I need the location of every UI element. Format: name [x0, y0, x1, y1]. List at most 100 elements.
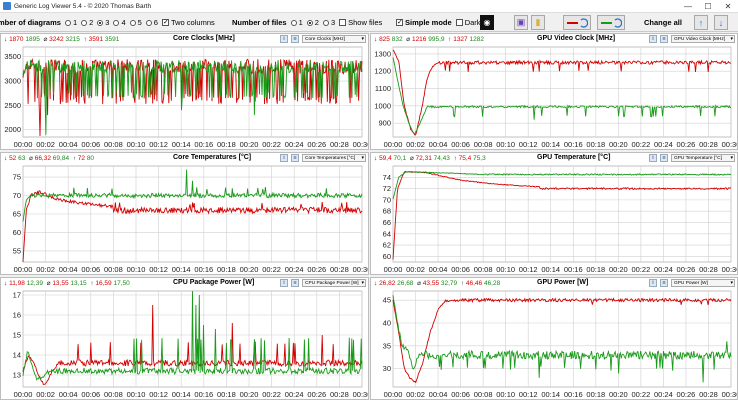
- x-tick-label: 00:06: [81, 265, 100, 274]
- min-icon: ↓: [4, 280, 8, 287]
- series-line-green: [392, 57, 732, 135]
- max-icon: ↑: [83, 36, 87, 43]
- simple-mode-checkbox[interactable]: ✓: [396, 19, 403, 26]
- y-tick-label: 72: [383, 184, 391, 193]
- x-tick-label: 00:06: [451, 140, 470, 149]
- metric-select[interactable]: Core Clocks [MHz] ▾: [302, 35, 366, 43]
- maximize-button[interactable]: ☐: [704, 1, 712, 11]
- max-green: 17,50: [113, 280, 130, 287]
- files-radio-1[interactable]: [290, 19, 297, 26]
- green-swap-icon[interactable]: [597, 15, 625, 30]
- x-tick-label: 00:16: [564, 390, 583, 399]
- diagrams-radio-6[interactable]: [145, 19, 152, 26]
- diagrams-option-3: 3: [105, 18, 110, 27]
- settings-icon[interactable]: ≡: [291, 154, 299, 162]
- metric-select-value: GPU Temperature [°C]: [674, 156, 722, 161]
- y-tick-label: 68: [383, 207, 391, 216]
- files-radio-3[interactable]: [322, 19, 329, 26]
- min-icon: ↓: [4, 36, 8, 43]
- metric-select[interactable]: CPU Package Power [W] ▾: [302, 279, 366, 287]
- y-tick-label: 66: [383, 218, 391, 227]
- red-swap-glyph: [567, 17, 588, 28]
- files-radio-2[interactable]: [306, 19, 313, 26]
- series-line-green: [392, 171, 732, 200]
- close-button[interactable]: ✕: [724, 1, 732, 11]
- info-icon[interactable]: i: [649, 35, 657, 43]
- avg-red: 1216: [411, 36, 427, 43]
- dark-label: Dark: [464, 18, 481, 27]
- info-icon[interactable]: i: [280, 35, 288, 43]
- camera-icon[interactable]: ◉: [480, 15, 494, 30]
- x-tick-label: 00:06: [451, 265, 470, 274]
- info-icon[interactable]: i: [280, 154, 288, 162]
- x-tick-label: 00:24: [654, 390, 673, 399]
- x-tick-label: 00:10: [127, 390, 146, 399]
- series-line-red: [392, 49, 731, 136]
- settings-icon[interactable]: ≡: [660, 35, 668, 43]
- x-tick-label: 00:08: [474, 390, 493, 399]
- max-icon: ↑: [448, 36, 452, 43]
- avg-green: 74,43: [433, 155, 450, 162]
- folder-icon[interactable]: ▮: [531, 15, 545, 30]
- panel-stats: ↓ 59,4 70,1 ⌀ 72,31 74,43 ↑ 75,4 75,3: [374, 154, 486, 162]
- diagrams-radio-3[interactable]: [97, 19, 104, 26]
- diagrams-option-4: 4: [121, 18, 126, 27]
- min-green: 70,1: [393, 155, 407, 162]
- plot-area: [392, 46, 732, 138]
- chevron-down-icon: ▾: [361, 155, 364, 161]
- chart-core-temperatures: 55 60 65 70 75 00:00 00:02 00:04 00:06 00:08 00:10…: [13, 165, 368, 274]
- info-icon[interactable]: i: [280, 279, 288, 287]
- files-option-3: 3: [330, 18, 336, 27]
- diagrams-radio-5[interactable]: [129, 19, 136, 26]
- files-option-2: 2: [314, 18, 319, 27]
- y-tick-label: 60: [383, 252, 391, 261]
- x-tick-label: 00:26: [677, 265, 696, 274]
- x-tick-label: 00:26: [307, 390, 326, 399]
- diagrams-radio-2[interactable]: [81, 19, 88, 26]
- chevron-down-icon: ▾: [730, 280, 733, 286]
- two-columns-checkbox[interactable]: ✓: [161, 19, 169, 26]
- chart-gpu-power: 30 35 40 45 00:00 00:02 00:04 00:06 00:08 00:10 00…: [383, 290, 737, 399]
- red-swap-icon[interactable]: [563, 15, 591, 30]
- info-icon[interactable]: i: [649, 279, 657, 287]
- x-tick-label: 00:00: [14, 140, 33, 149]
- show-files-checkbox[interactable]: [339, 19, 347, 26]
- panel-stats: ↓ 1870 1895 ⌀ 3242 3215 ↑ 3591 3591: [4, 35, 119, 43]
- y-tick-label: 70: [13, 191, 21, 200]
- settings-icon[interactable]: ≡: [660, 279, 668, 287]
- metric-select[interactable]: Core Temperatures [°C] ▾: [302, 154, 366, 162]
- dark-checkbox[interactable]: [455, 19, 463, 26]
- y-tick-label: 30: [383, 364, 391, 373]
- simple-mode-label: Simple mode: [405, 18, 452, 27]
- settings-icon[interactable]: ≡: [660, 154, 668, 162]
- y-tick-label: 70: [383, 195, 391, 204]
- diagrams-radio-4[interactable]: [113, 19, 120, 26]
- metric-select[interactable]: GPU Temperature [°C] ▾: [671, 154, 735, 162]
- arrow-up-icon[interactable]: ↑: [694, 15, 708, 30]
- minimize-button[interactable]: —: [684, 1, 692, 11]
- arrow-down-icon[interactable]: ↓: [714, 15, 728, 30]
- x-tick-label: 00:00: [384, 390, 403, 399]
- max-icon: ↑: [460, 280, 465, 287]
- settings-icon[interactable]: ≡: [291, 279, 299, 287]
- diagrams-option-1: 1: [72, 18, 78, 27]
- x-tick-label: 00:30: [722, 390, 737, 399]
- avg-red: 43,55: [422, 280, 440, 287]
- panel-header: ↓ 825 832 ⌀ 1216 995,9 ↑ 1327 1282 GPU Vi…: [371, 34, 737, 45]
- panel-stats: ↓ 825 832 ⌀ 1216 995,9 ↑ 1327 1282: [374, 35, 484, 43]
- info-icon[interactable]: i: [649, 154, 657, 162]
- max-red: 72: [77, 155, 85, 162]
- save-icon[interactable]: ▣: [514, 15, 528, 30]
- x-tick-label: 00:04: [429, 265, 448, 274]
- metric-select[interactable]: GPU Video Clock [MHz] ▾: [671, 35, 735, 43]
- min-icon: ↓: [4, 155, 8, 162]
- panel-core-clocks: ↓ 1870 1895 ⌀ 3242 3215 ↑ 3591 3591 Core …: [0, 33, 369, 150]
- diagrams-radio-1[interactable]: [64, 19, 71, 26]
- settings-icon[interactable]: ≡: [291, 35, 299, 43]
- metric-select[interactable]: GPU Power [W] ▾: [671, 279, 735, 287]
- mode-group: ✓ Simple mode Dark: [392, 13, 481, 32]
- x-tick-label: 00:14: [541, 390, 560, 399]
- x-tick-label: 00:02: [406, 140, 425, 149]
- panel-cpu-package-power: ↓ 11,98 12,39 ⌀ 13,55 13,15 ↑ 16,59 17,5…: [0, 277, 369, 400]
- panel-gpu-temperature: ↓ 59,4 70,1 ⌀ 72,31 74,43 ↑ 75,4 75,3 GPU…: [370, 152, 738, 275]
